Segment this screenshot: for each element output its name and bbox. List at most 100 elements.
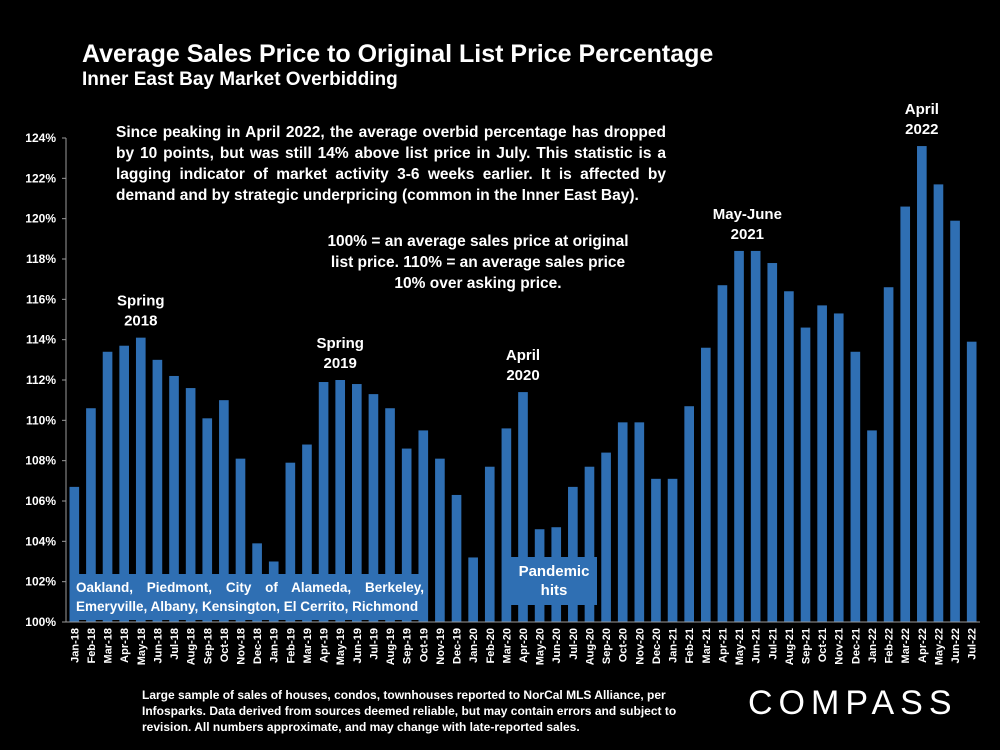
x-tick-label: Jan-20: [468, 628, 480, 663]
x-tick-label: May-18: [136, 628, 148, 665]
annotation-label: April: [905, 101, 939, 118]
bar: [102, 351, 113, 622]
y-tick-label: 118%: [26, 252, 56, 266]
bar: [468, 557, 478, 622]
bar: [700, 347, 711, 622]
bar: [86, 408, 96, 622]
bar: [385, 408, 395, 622]
x-tick-label: Jan-18: [69, 628, 81, 663]
annotation-label: April: [506, 347, 540, 364]
bar: [235, 458, 246, 622]
x-tick-label: Feb-18: [86, 628, 98, 663]
bar: [667, 478, 678, 622]
annotation-label: 2018: [124, 313, 157, 330]
annotation-label: Spring: [117, 293, 165, 310]
bar: [318, 382, 329, 622]
x-tick-label: Jun-20: [551, 628, 563, 663]
bar: [119, 345, 129, 622]
bar: [285, 462, 296, 622]
bar: [368, 394, 379, 622]
bar: [617, 422, 628, 622]
y-tick-label: 116%: [26, 292, 56, 306]
footnote: Large sample of sales of houses, condos,…: [142, 688, 677, 734]
x-tick-label: Jan-22: [867, 628, 879, 663]
bar: [152, 359, 163, 622]
bar: [601, 452, 611, 622]
x-tick-label: Jul-21: [767, 628, 779, 660]
y-tick-label: 108%: [25, 454, 56, 468]
x-tick-label: May-19: [335, 628, 347, 665]
y-tick-label: 124%: [25, 131, 56, 145]
bar: [933, 184, 944, 622]
x-tick-label: Mar-20: [501, 628, 513, 663]
x-tick-label: Sep-21: [801, 628, 813, 664]
bar: [634, 422, 645, 622]
summary-note: Since peaking in April 2022, the average…: [116, 124, 666, 204]
x-tick-label: Apr-19: [319, 628, 331, 663]
bar: [900, 206, 911, 623]
bar: [219, 400, 229, 622]
chart-subtitle: Inner East Bay Market Overbidding: [82, 69, 398, 90]
bar: [717, 285, 728, 622]
bar: [867, 430, 877, 622]
bar: [185, 388, 196, 622]
y-tick-label: 106%: [25, 494, 56, 508]
bar: [435, 458, 445, 622]
x-tick-label: Aug-19: [385, 628, 397, 665]
x-tick-label: Sep-19: [402, 628, 414, 664]
x-tick-label: Nov-19: [435, 628, 447, 665]
cities-box: Oakland, Piedmont, City of Alameda, Berk…: [73, 574, 427, 620]
y-tick-label: 120%: [25, 212, 56, 226]
x-tick-label: Feb-20: [485, 628, 497, 663]
bar: [767, 263, 778, 622]
x-tick-label: Jun-22: [950, 628, 962, 663]
x-tick-label: Mar-19: [302, 628, 314, 663]
x-tick-label: Mar-21: [701, 628, 713, 663]
x-tick-label: Nov-18: [235, 628, 247, 665]
x-tick-label: Jul-18: [169, 628, 181, 660]
bar: [202, 418, 213, 622]
annotation-label: 2022: [905, 121, 938, 138]
x-tick-label: Feb-21: [684, 628, 696, 663]
bar: [950, 220, 960, 622]
bar: [966, 341, 977, 622]
bar: [484, 466, 495, 622]
x-tick-label: Nov-21: [834, 628, 846, 665]
bar: [917, 146, 927, 623]
bar: [69, 486, 80, 622]
x-tick-label: Jun-18: [152, 628, 164, 663]
bar: [351, 384, 362, 622]
y-tick-label: 122%: [25, 171, 56, 185]
bar: [651, 478, 661, 622]
y-tick-label: 110%: [26, 413, 56, 427]
x-tick-label: Nov-20: [634, 628, 646, 665]
x-tick-label: Oct-20: [618, 628, 630, 662]
annotation-label: May-June: [713, 206, 782, 223]
x-tick-label: Aug-20: [584, 628, 596, 665]
bar: [684, 406, 695, 622]
bar: [518, 392, 528, 622]
x-tick-label: Mar-22: [900, 628, 912, 663]
x-tick-label: Jan-21: [668, 628, 680, 663]
annotation-label: 2019: [324, 355, 357, 372]
y-tick-label: 102%: [25, 575, 56, 589]
x-tick-label: May-20: [535, 628, 547, 665]
x-tick-label: Apr-18: [119, 628, 131, 663]
bar: [418, 430, 429, 622]
x-tick-label: Dec-21: [850, 628, 862, 664]
y-tick-label: 104%: [25, 534, 56, 548]
x-tick-label: Mar-18: [103, 628, 115, 663]
x-tick-label: May-21: [734, 628, 746, 665]
x-tick-label: Sep-18: [202, 628, 214, 664]
annotation-label: Spring: [316, 335, 364, 352]
bar: [135, 337, 146, 622]
bar: [800, 327, 811, 622]
x-tick-label: Jun-21: [751, 628, 763, 663]
x-tick-label: Apr-22: [917, 628, 929, 663]
x-tick-label: Jun-19: [352, 628, 364, 663]
x-tick-label: Dec-19: [452, 628, 464, 664]
x-tick-label: Dec-18: [252, 628, 264, 664]
x-tick-label: Oct-19: [418, 628, 430, 662]
x-tick-label: Apr-20: [518, 628, 530, 663]
